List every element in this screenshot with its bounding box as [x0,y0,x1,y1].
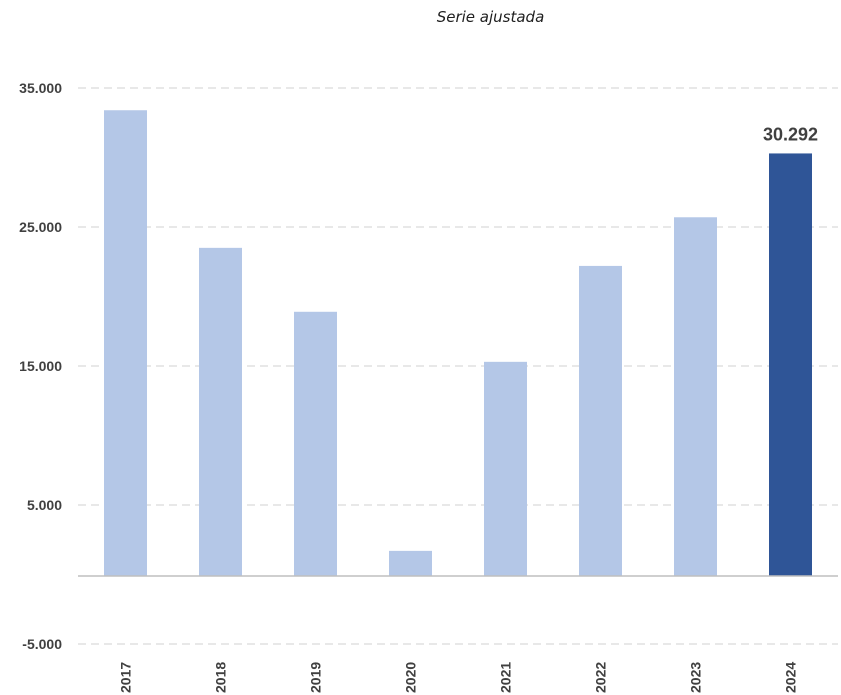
bar-2023 [674,217,717,576]
gridlines [78,87,838,645]
y-tick-label: 5.000 [27,497,62,513]
bar-2022 [579,265,622,576]
y-tick-label: 15.000 [19,358,62,374]
x-tick-label: 2021 [498,662,514,693]
data-label-2024: 30.292 [763,124,818,144]
x-tick-label: 2023 [688,662,704,693]
x-tick-label: 2019 [308,662,324,693]
labels: 30.292 [763,124,818,144]
bar-2021 [484,361,527,576]
chart-title: Serie ajustada [436,8,545,26]
y-tick-label: 35.000 [19,80,62,96]
y-tick-label: 25.000 [19,219,62,235]
bar-2017 [104,110,147,577]
bars [104,110,812,577]
y-tick-label: -5.000 [22,636,62,652]
bar-2019 [294,311,337,576]
x-tick-label: 2020 [403,662,419,693]
x-tick-label: 2022 [593,662,609,693]
bar-2020 [389,550,432,576]
bar-2024 [769,153,812,576]
x-tick-label: 2018 [213,662,229,693]
x-tick-label: 2024 [783,662,799,693]
x-tick-label: 2017 [118,662,134,693]
bar-2018 [199,247,242,576]
axes: -5.000 5.000 15.000 25.000 35.000 2017 2018 201… [19,80,838,693]
